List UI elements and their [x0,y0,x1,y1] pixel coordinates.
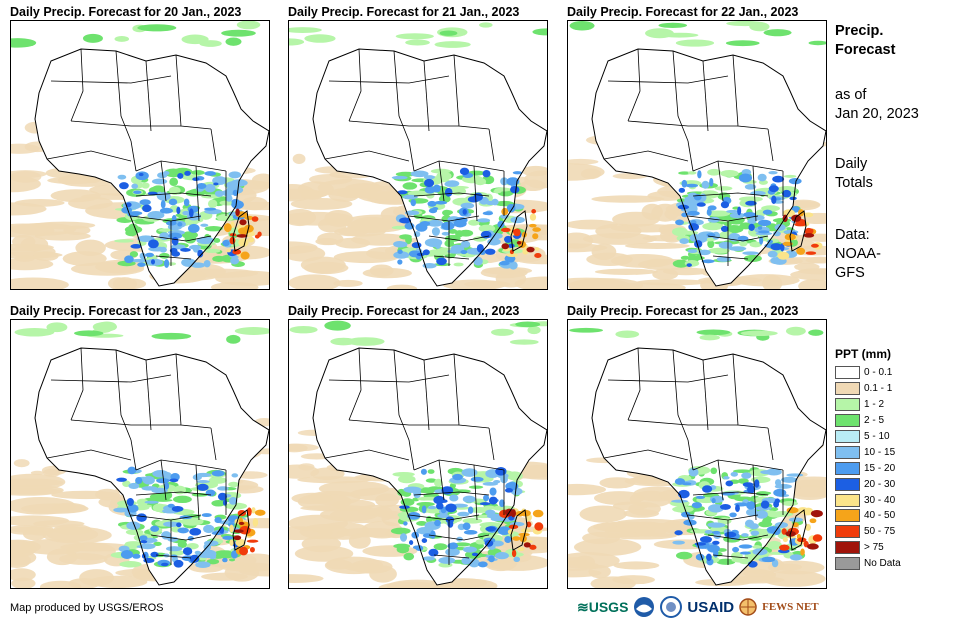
legend-item: 20 - 30 [835,476,901,492]
forecast-map [567,319,827,589]
forecast-panel-5: Daily Precip. Forecast for 24 Jan., 2023 [288,303,548,589]
legend-label: 5 - 10 [864,431,890,442]
legend-label: No Data [864,558,901,570]
legend-label: > 75 [864,542,884,554]
panel-title: Daily Precip. Forecast for 25 Jan., 2023 [567,304,799,318]
legend-item: 50 - 75 [835,524,901,540]
legend-item: 30 - 40 [835,492,901,508]
side-title-line1: Precip. [835,23,884,39]
forecast-panel-4: Daily Precip. Forecast for 23 Jan., 2023 [10,303,270,589]
legend-label: 50 - 75 [864,526,896,538]
legend-label: 15 - 20 [864,462,896,474]
legend-label: 0.1 - 1 [864,383,893,395]
forecast-panel-1: Daily Precip. Forecast for 20 Jan., 2023 [10,4,270,290]
forecast-map [288,20,548,290]
legend-rows: 0 - 0.1 0.1 - 1 1 - 2 2 - 5 5 - 10 10 - 15 15 … [835,365,901,572]
map-credit: Map produced by USGS/EROS [10,602,164,614]
legend-swatch [835,493,860,507]
legend-swatch [835,366,860,380]
forecast-map [288,319,548,589]
legend-swatch [835,557,860,571]
legend-label: 30 - 40 [864,494,896,506]
precip-map-svg [11,321,269,588]
forecast-map [10,20,270,290]
legend-swatch [835,445,860,459]
precip-map-svg [568,326,826,588]
legend-item: 15 - 20 [835,460,901,476]
legend-swatch [835,509,860,523]
totals-line2: Totals [835,175,873,191]
doi-seal-logo [660,596,683,618]
asof-line1: as of [835,87,867,103]
legend-swatch [835,461,860,475]
panel-title: Daily Precip. Forecast for 22 Jan., 2023 [567,5,799,19]
noaa-logo [634,597,655,617]
legend-label: 2 - 5 [864,415,885,427]
fewsnet-globe-icon [739,598,757,616]
legend: PPT (mm) 0 - 0.1 0.1 - 1 1 - 2 2 - 5 5 - 10 1… [835,347,901,572]
precip-map-svg [568,21,826,289]
forecast-panel-6: Daily Precip. Forecast for 25 Jan., 2023 [567,303,827,589]
forecast-panel-3: Daily Precip. Forecast for 22 Jan., 2023 [567,4,827,290]
side-info: Precip. Forecast as of Jan 20, 2023 Dail… [835,22,960,283]
precip-map-svg [11,21,269,289]
forecast-panel-2: Daily Precip. Forecast for 21 Jan., 2023 [288,4,548,290]
legend-swatch [835,525,860,539]
precip-map-svg [289,22,547,289]
data-source-line2: NOAA- [835,246,881,262]
legend-swatch [835,382,860,396]
legend-swatch [835,414,860,428]
legend-item: 2 - 5 [835,413,901,429]
totals-line1: Daily [835,156,868,172]
panel-title: Daily Precip. Forecast for 21 Jan., 2023 [288,5,520,19]
agency-logos: ≋USGS USAID FEWS NET [577,594,819,620]
legend-item: 0.1 - 1 [835,381,901,397]
side-title-line2: Forecast [835,42,896,58]
legend-item: 5 - 10 [835,429,901,445]
legend-title: PPT (mm) [835,347,892,361]
legend-swatch [835,477,860,491]
legend-label: 10 - 15 [864,446,896,458]
panel-title: Daily Precip. Forecast for 23 Jan., 2023 [10,304,242,318]
data-source-line3: GFS [835,265,865,281]
panel-title: Daily Precip. Forecast for 24 Jan., 2023 [288,304,520,318]
legend-swatch [835,430,860,443]
legend-label: 40 - 50 [864,510,896,522]
legend-swatch [835,398,860,412]
panel-title: Daily Precip. Forecast for 20 Jan., 2023 [10,5,242,19]
legend-item: 0 - 0.1 [835,365,901,381]
legend-label: 1 - 2 [864,399,885,411]
precip-map-svg [289,320,547,588]
legend-item: > 75 [835,540,901,556]
asof-date: Jan 20, 2023 [835,106,919,122]
legend-item: 40 - 50 [835,508,901,524]
legend-item: 1 - 2 [835,397,901,413]
legend-label: 20 - 30 [864,478,896,490]
fewsnet-logo: FEWS NET [762,601,819,613]
legend-label: 0 - 0.1 [864,367,893,379]
usgs-logo: ≋USGS [577,598,629,615]
forecast-map [567,20,827,290]
legend-item: No Data [835,556,901,572]
legend-item: 10 - 15 [835,444,901,460]
forecast-map [10,319,270,589]
legend-swatch [835,541,860,555]
data-source-line1: Data: [835,227,870,243]
usaid-logo: USAID [687,598,735,616]
